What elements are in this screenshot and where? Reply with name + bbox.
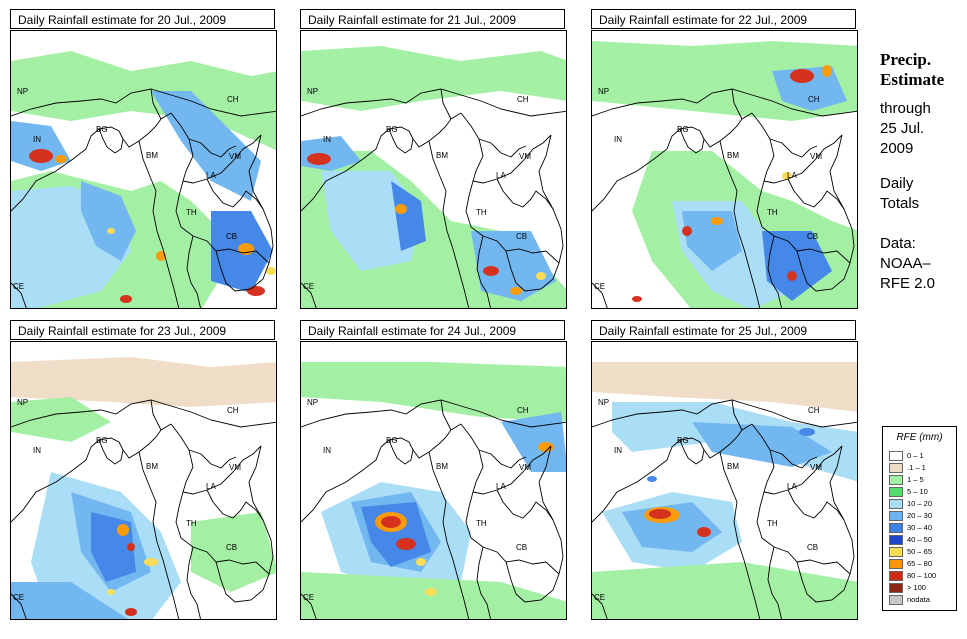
panel-title: Daily Rainfall estimate for 20 Jul., 200… <box>10 9 275 29</box>
rainfall-panel-20jul: Daily Rainfall estimate for 20 Jul., 200… <box>10 9 277 309</box>
legend-swatch <box>889 487 903 497</box>
data-source-label: Data: NOAA– RFE 2.0 <box>880 235 936 292</box>
panel-title: Daily Rainfall estimate for 24 Jul., 200… <box>300 320 565 340</box>
legend-swatch <box>889 559 903 569</box>
legend-label: 20 – 30 <box>907 511 933 520</box>
legend-label: 50 – 65 <box>907 547 933 556</box>
legend-swatch <box>889 499 903 509</box>
legend-item: 30 – 40 <box>889 523 955 534</box>
legend-swatch <box>889 523 903 533</box>
legend-swatch <box>889 583 903 593</box>
legend-label: 30 – 40 <box>907 523 933 532</box>
rfe-legend: RFE (mm) 0 – 1 .1 – 1 1 – 5 5 – 10 10 – 20 20… <box>882 426 957 611</box>
legend-item: 80 – 100 <box>889 571 955 582</box>
legend-item: 10 – 20 <box>889 499 955 510</box>
legend-label: 5 – 10 <box>907 487 928 496</box>
rainfall-panel-23jul: Daily Rainfall estimate for 23 Jul., 200… <box>10 320 277 620</box>
legend-item: 40 – 50 <box>889 535 955 546</box>
legend-swatch <box>889 547 903 557</box>
legend-item: 50 – 65 <box>889 547 955 558</box>
legend-item: nodata <box>889 595 955 606</box>
legend-label: .1 – 1 <box>907 463 926 472</box>
legend-swatch <box>889 475 903 485</box>
precip-estimate-title: Precip. Estimate <box>880 50 945 89</box>
legend-swatch <box>889 595 903 605</box>
legend-item: 65 – 80 <box>889 559 955 570</box>
rainfall-map <box>10 341 277 620</box>
panel-title: Daily Rainfall estimate for 21 Jul., 200… <box>300 9 565 29</box>
legend-swatch <box>889 463 903 473</box>
rainfall-panel-22jul: Daily Rainfall estimate for 22 Jul., 200… <box>591 9 858 309</box>
panel-title: Daily Rainfall estimate for 25 Jul., 200… <box>591 320 856 340</box>
legend-item: > 100 <box>889 583 955 594</box>
through-date: through 25 Jul. 2009 <box>880 100 931 157</box>
legend-item: 1 – 5 <box>889 475 955 486</box>
legend-title: RFE (mm) <box>896 432 943 443</box>
legend-item: 5 – 10 <box>889 487 955 498</box>
rainfall-panel-24jul: Daily Rainfall estimate for 24 Jul., 200… <box>300 320 567 620</box>
legend-label: nodata <box>907 595 930 604</box>
legend-label: 65 – 80 <box>907 559 933 568</box>
rainfall-areas <box>11 51 276 308</box>
legend-swatch <box>889 535 903 545</box>
legend-item: 0 – 1 <box>889 451 955 462</box>
legend-label: 0 – 1 <box>907 451 924 460</box>
rainfall-map <box>300 30 567 309</box>
rainfall-panel-25jul: Daily Rainfall estimate for 25 Jul., 200… <box>591 320 858 620</box>
legend-item: 20 – 30 <box>889 511 955 522</box>
panel-title: Daily Rainfall estimate for 22 Jul., 200… <box>591 9 856 29</box>
rainfall-map <box>300 341 567 620</box>
rainfall-map <box>10 30 277 309</box>
legend-swatch <box>889 511 903 521</box>
legend-label: > 100 <box>907 583 926 592</box>
rainfall-panel-21jul: Daily Rainfall estimate for 21 Jul., 200… <box>300 9 567 309</box>
legend-item: .1 – 1 <box>889 463 955 474</box>
legend-swatch <box>889 571 903 581</box>
legend-swatch <box>889 451 903 461</box>
legend-label: 1 – 5 <box>907 475 924 484</box>
legend-label: 80 – 100 <box>907 571 937 580</box>
panel-title: Daily Rainfall estimate for 23 Jul., 200… <box>10 320 275 340</box>
legend-label: 10 – 20 <box>907 499 933 508</box>
legend-label: 40 – 50 <box>907 535 933 544</box>
daily-totals-label: Daily Totals <box>880 175 920 212</box>
rainfall-map <box>591 30 858 309</box>
rainfall-map <box>591 341 858 620</box>
